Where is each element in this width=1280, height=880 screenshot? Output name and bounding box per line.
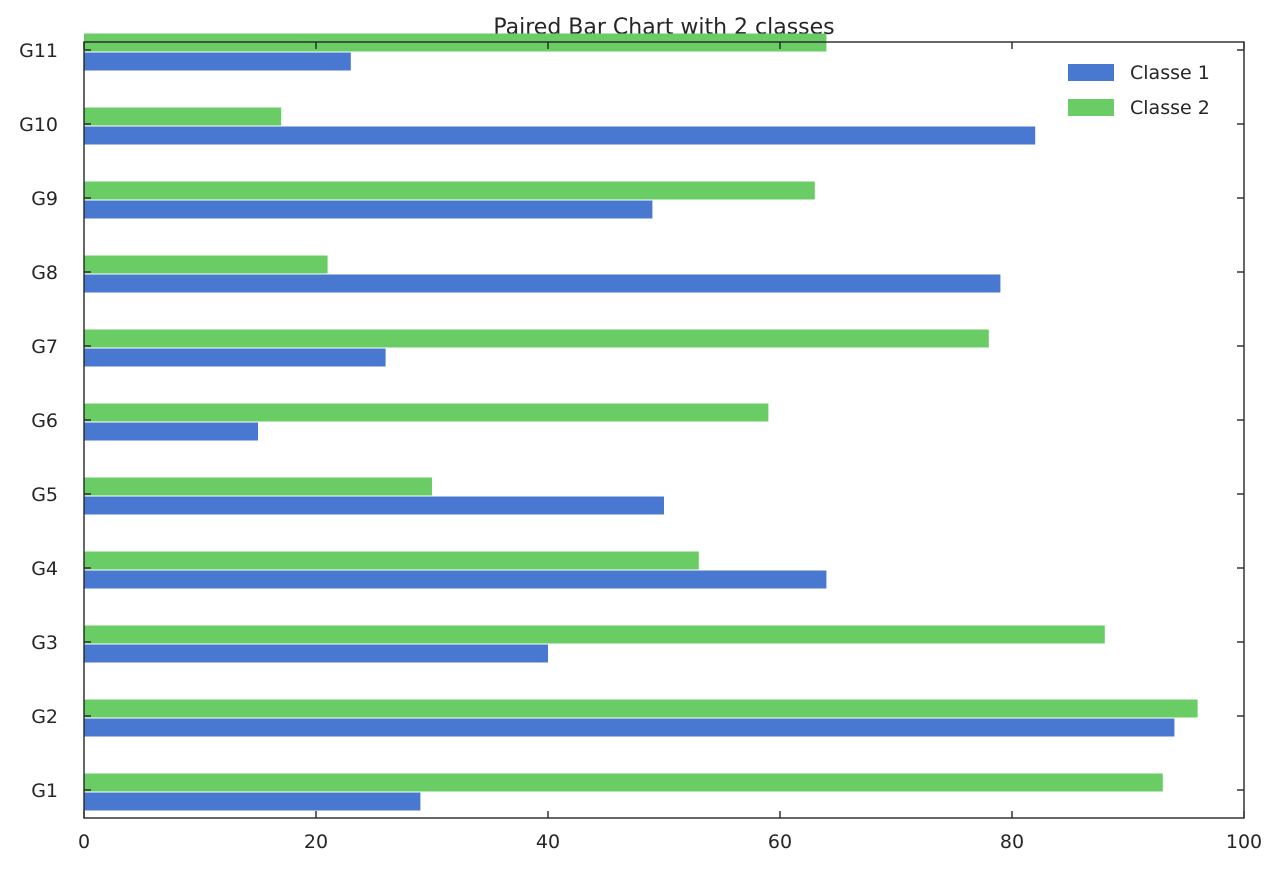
y-tick-label-g4: G4	[31, 558, 58, 580]
bar-classe2-g3	[84, 625, 1105, 644]
bar-classe2-g6	[84, 403, 769, 422]
legend-label-2: Classe 2	[1130, 97, 1210, 119]
legend-swatch-1	[1068, 64, 1114, 81]
y-tick-label-g3: G3	[31, 632, 58, 654]
y-tick-label-g5: G5	[31, 484, 58, 506]
bar-classe2-g10	[84, 107, 282, 126]
legend: Classe 1 Classe 2	[1068, 62, 1210, 119]
legend-swatch-2	[1068, 99, 1114, 116]
y-tick-label-g8: G8	[31, 262, 58, 284]
x-tick-label: 0	[78, 831, 90, 853]
y-tick-label-g7: G7	[31, 336, 58, 358]
bar-classe2-g7	[84, 329, 989, 348]
bar-classe1-g3	[84, 644, 548, 663]
legend-label-1: Classe 1	[1130, 62, 1210, 84]
bar-classe1-g2	[84, 718, 1175, 737]
x-tick-label: 100	[1226, 831, 1262, 853]
bar-classe2-g5	[84, 477, 432, 496]
bar-classe1-g4	[84, 570, 827, 589]
bar-classe2-g8	[84, 255, 328, 274]
bar-classe2-g2	[84, 699, 1198, 718]
bar-classe1-g6	[84, 422, 258, 441]
bar-classe1-g5	[84, 496, 664, 515]
bar-classe2-g9	[84, 181, 815, 200]
y-tick-label-g2: G2	[31, 706, 58, 728]
axes-group: 0 20 40 60 80 100 G1 G2 G3 G4 G5 G6 G7 G8 G9 G10 G11	[19, 40, 1262, 853]
x-tick-label: 80	[1000, 831, 1024, 853]
y-tick-label-g9: G9	[31, 188, 58, 210]
bar-classe2-g4	[84, 551, 699, 570]
y-tick-label-g11: G11	[19, 40, 58, 62]
y-tick-label-g10: G10	[19, 114, 58, 136]
x-tick-label: 40	[536, 831, 560, 853]
bar-classe1-g7	[84, 348, 386, 367]
plot-frame	[83, 41, 1245, 819]
bars-group	[84, 33, 1198, 811]
bar-classe1-g10	[84, 126, 1036, 145]
bar-classe1-g8	[84, 274, 1001, 293]
y-tick-label-g6: G6	[31, 410, 58, 432]
x-tick-label: 60	[768, 831, 792, 853]
bar-classe2-g1	[84, 773, 1163, 792]
bar-classe1-g9	[84, 200, 653, 219]
bar-classe1-g11	[84, 52, 351, 71]
y-tick-label-g1: G1	[31, 780, 58, 802]
x-tick-label: 20	[304, 831, 328, 853]
bar-classe1-g1	[84, 792, 421, 811]
